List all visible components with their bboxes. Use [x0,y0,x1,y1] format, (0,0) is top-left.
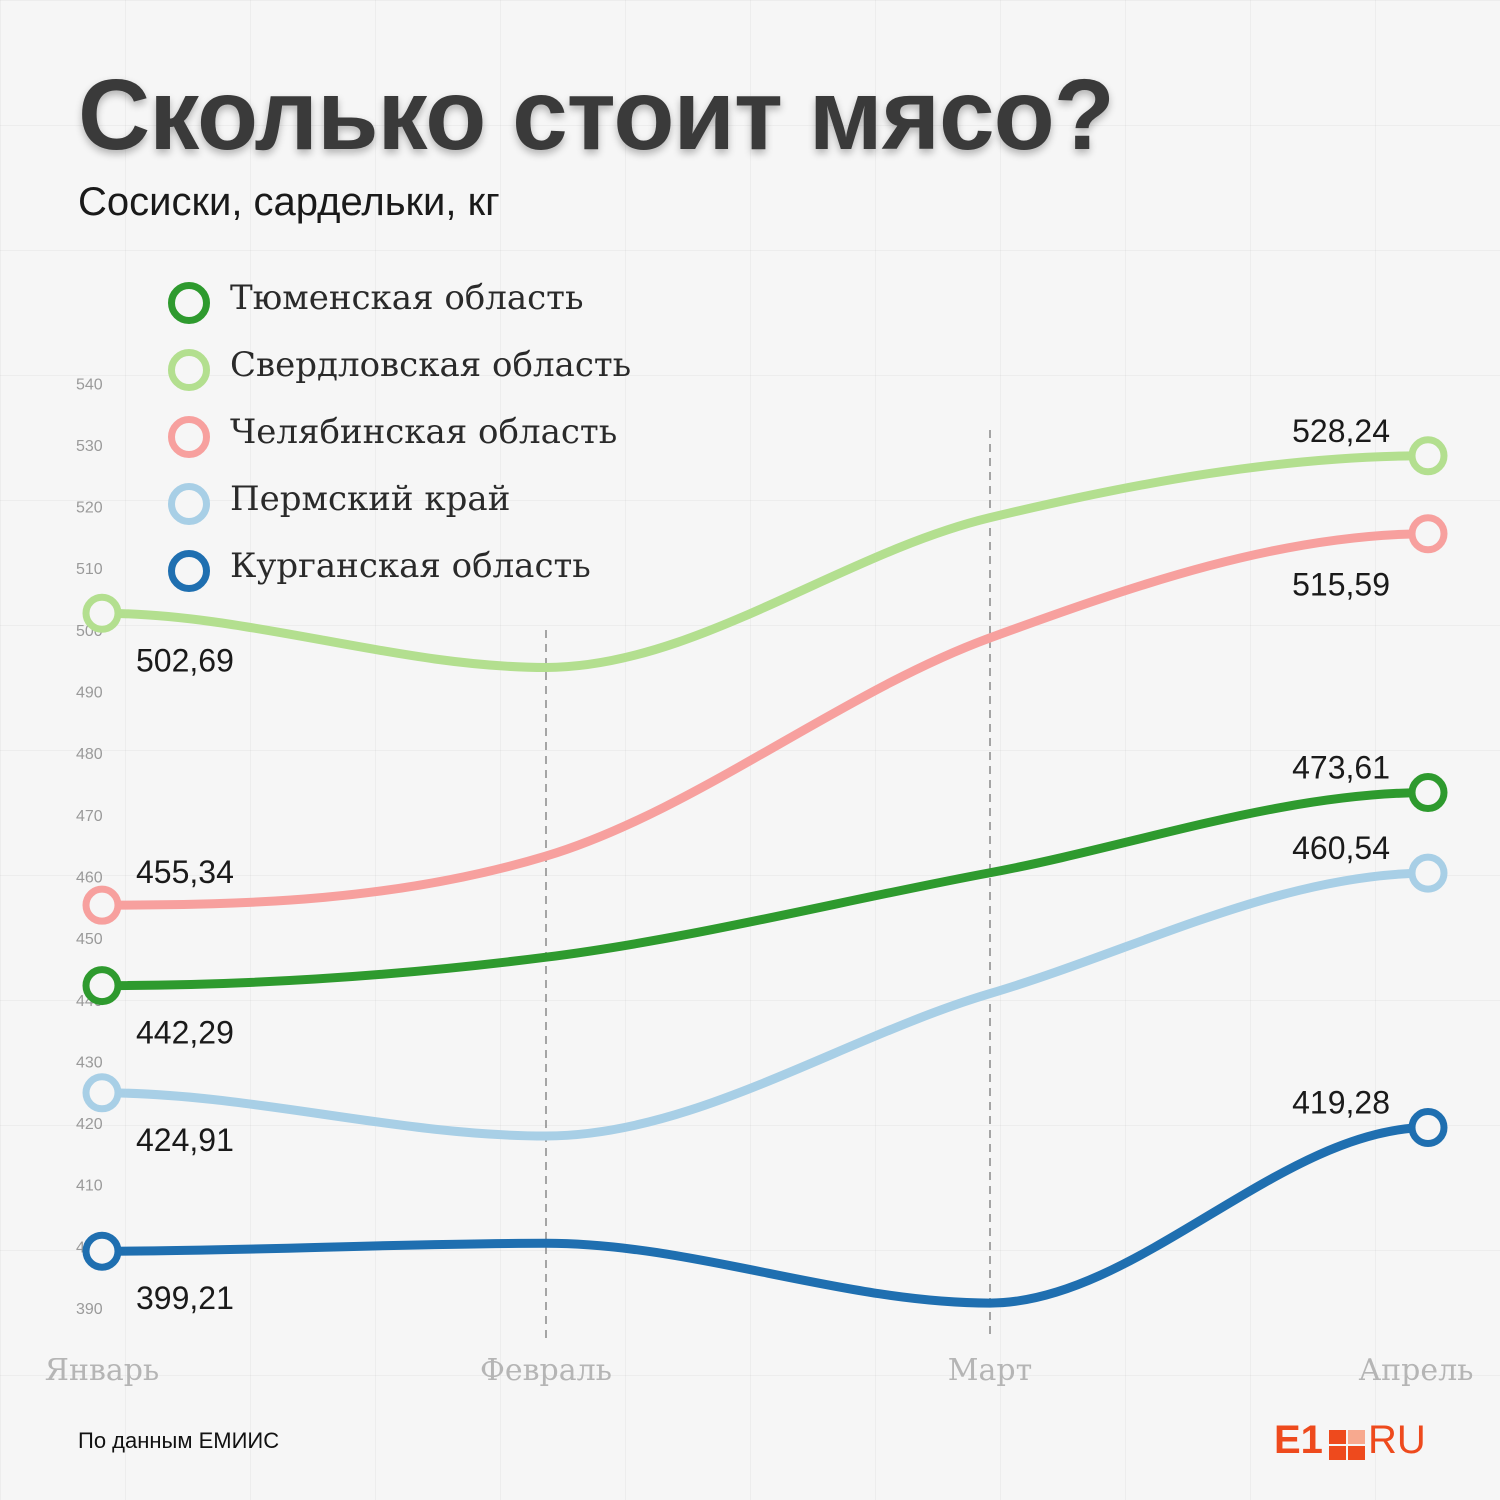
data-label: 424,91 [136,1122,234,1158]
x-tick-label: Февраль [480,1353,612,1388]
y-tick-label: 420 [76,1116,103,1133]
legend-label: Курганская область [230,546,591,586]
series-line [97,1122,1433,1308]
series-point [82,1073,122,1113]
data-label: 502,69 [136,642,234,678]
legend-marker-icon [168,416,210,458]
legend-item: Свердловская область [168,337,688,404]
x-tick-label: Март [948,1353,1032,1388]
data-label: 442,29 [136,1015,234,1051]
series-line [97,451,1433,672]
legend-marker-icon [168,282,210,324]
data-label: 460,54 [1292,830,1390,866]
series-line [97,529,1433,910]
series-point [1408,1107,1448,1147]
legend: Тюменская область Свердловская область Чел… [168,270,688,605]
series-point [82,885,122,925]
y-tick-label: 480 [76,746,103,763]
data-label: 399,21 [136,1280,234,1316]
data-label: 528,24 [1292,413,1390,449]
legend-item: Челябинская область [168,404,688,471]
data-label: 419,28 [1292,1084,1390,1120]
y-tick-label: 450 [76,931,103,948]
y-tick-label: 510 [76,561,103,578]
x-tick-label: Апрель [1358,1353,1473,1388]
y-tick-label: 410 [76,1178,103,1195]
series-line [97,788,1433,991]
y-tick-label: 430 [76,1054,103,1071]
legend-label: Челябинская область [230,412,618,452]
logo-suffix: RU [1367,1418,1426,1462]
series-point [1408,853,1448,893]
data-label: 515,59 [1292,567,1390,603]
y-tick-label: 530 [76,438,103,455]
logo-prefix: E1 [1274,1418,1323,1462]
y-tick-label: 460 [76,869,103,886]
legend-item: Тюменская область [168,270,688,337]
series-point [1408,514,1448,554]
chart-subtitle: Сосиски, сардельки, кг [78,180,500,224]
data-label: 455,34 [136,854,234,890]
logo-block-icon [1328,1425,1365,1460]
chart-title: Сколько стоит мясо? [78,59,1115,171]
series-point [82,1231,122,1271]
e1-logo: E1 RU [1274,1418,1426,1462]
y-tick-label: 540 [76,376,103,393]
series-point [82,966,122,1006]
legend-label: Свердловская область [230,345,632,385]
legend-marker-icon [168,349,210,391]
x-tick-label: Январь [45,1353,160,1388]
data-label: 473,61 [1292,750,1390,786]
y-tick-label: 470 [76,808,103,825]
legend-label: Тюменская область [230,278,584,318]
series-point [82,593,122,633]
legend-item: Курганская область [168,538,688,605]
legend-marker-icon [168,483,210,525]
series-point [1408,773,1448,813]
y-tick-label: 390 [76,1301,103,1318]
y-tick-label: 520 [76,500,103,517]
y-tick-label: 490 [76,685,103,702]
source-note: По данным ЕМИИС [78,1428,280,1453]
legend-label: Пермский край [230,479,511,519]
series-line [97,868,1433,1141]
series-point [1408,436,1448,476]
legend-marker-icon [168,550,210,592]
legend-item: Пермский край [168,471,688,538]
